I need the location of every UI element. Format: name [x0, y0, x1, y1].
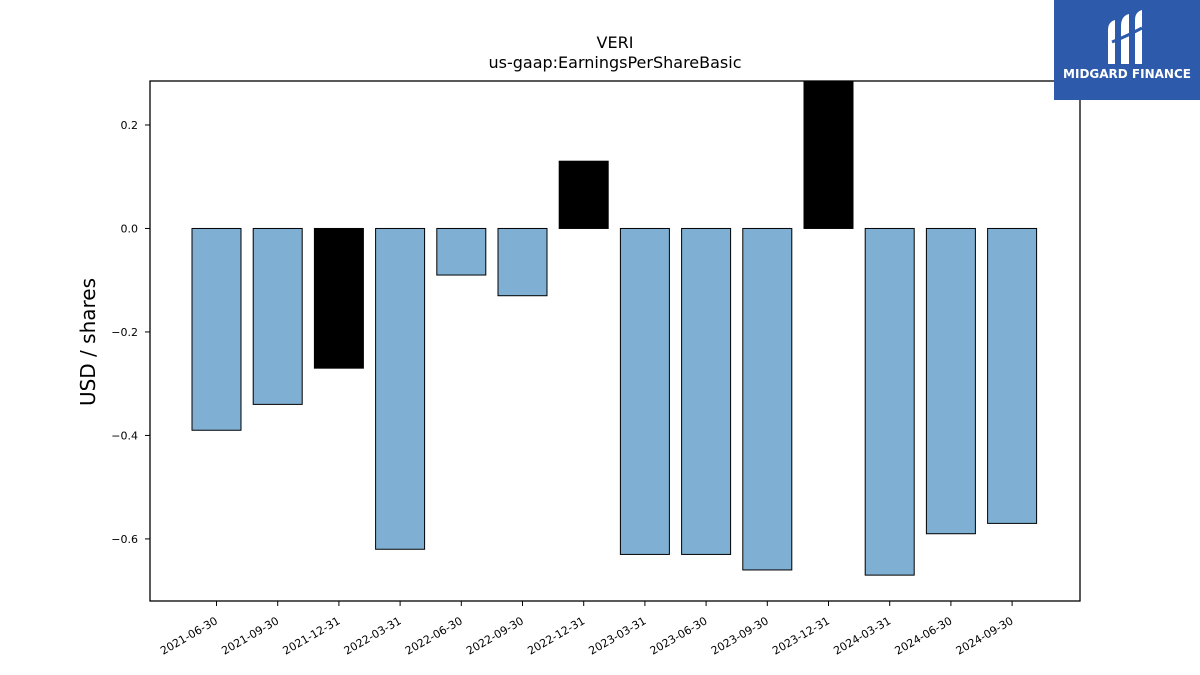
x-tick-label: 2022-03-31 — [342, 614, 404, 657]
x-tick-label: 2021-12-31 — [281, 614, 343, 657]
chart-title: VERI — [597, 33, 634, 52]
x-tick-label: 2023-12-31 — [770, 614, 832, 657]
bar-2021-12-31 — [313, 227, 364, 369]
x-tick-label: 2024-03-31 — [831, 614, 893, 657]
x-tick-label: 2021-06-30 — [158, 614, 220, 657]
chart-subtitle: us-gaap:EarningsPerShareBasic — [488, 53, 741, 72]
brand-logo: MIDGARD FINANCE — [1054, 0, 1200, 100]
bar-2023-03-31 — [619, 227, 670, 555]
bar-2023-06-30 — [681, 227, 732, 555]
bar-2022-06-30 — [436, 227, 487, 276]
x-tick-label: 2021-09-30 — [219, 614, 281, 657]
brand-name: MIDGARD FINANCE — [1063, 67, 1191, 81]
x-tick-label: 2023-09-30 — [709, 614, 771, 657]
y-tick-label: 0.0 — [121, 222, 139, 235]
bar-2022-12-31 — [558, 160, 609, 229]
bar-2023-12-31 — [803, 81, 854, 229]
x-tick-label: 2023-06-30 — [648, 614, 710, 657]
y-axis-label: USD / shares — [76, 278, 100, 406]
bar-2023-09-30 — [742, 227, 793, 571]
x-tick-label: 2022-06-30 — [403, 614, 465, 657]
x-tick-label: 2024-09-30 — [954, 614, 1016, 657]
bar-2021-06-30 — [191, 227, 242, 431]
bar-2022-03-31 — [375, 227, 426, 550]
y-tick-label: −0.4 — [111, 429, 138, 442]
midgard-logo-icon — [1108, 10, 1143, 64]
bar-2022-09-30 — [497, 227, 548, 297]
bars-group — [191, 81, 1038, 576]
x-tick-label: 2022-12-31 — [525, 614, 587, 657]
plot-frame — [149, 80, 1081, 602]
bar-2024-03-31 — [864, 227, 915, 576]
bar-2024-06-30 — [925, 227, 976, 535]
x-tick-label: 2022-09-30 — [464, 614, 526, 657]
x-tick-label: 2024-06-30 — [893, 614, 955, 657]
bar-2024-09-30 — [987, 227, 1038, 524]
y-tick-label: −0.2 — [111, 326, 138, 339]
y-tick-label: 0.2 — [121, 119, 139, 132]
bar-2021-09-30 — [252, 227, 303, 405]
x-tick-label: 2023-03-31 — [587, 614, 649, 657]
y-tick-label: −0.6 — [111, 533, 138, 546]
